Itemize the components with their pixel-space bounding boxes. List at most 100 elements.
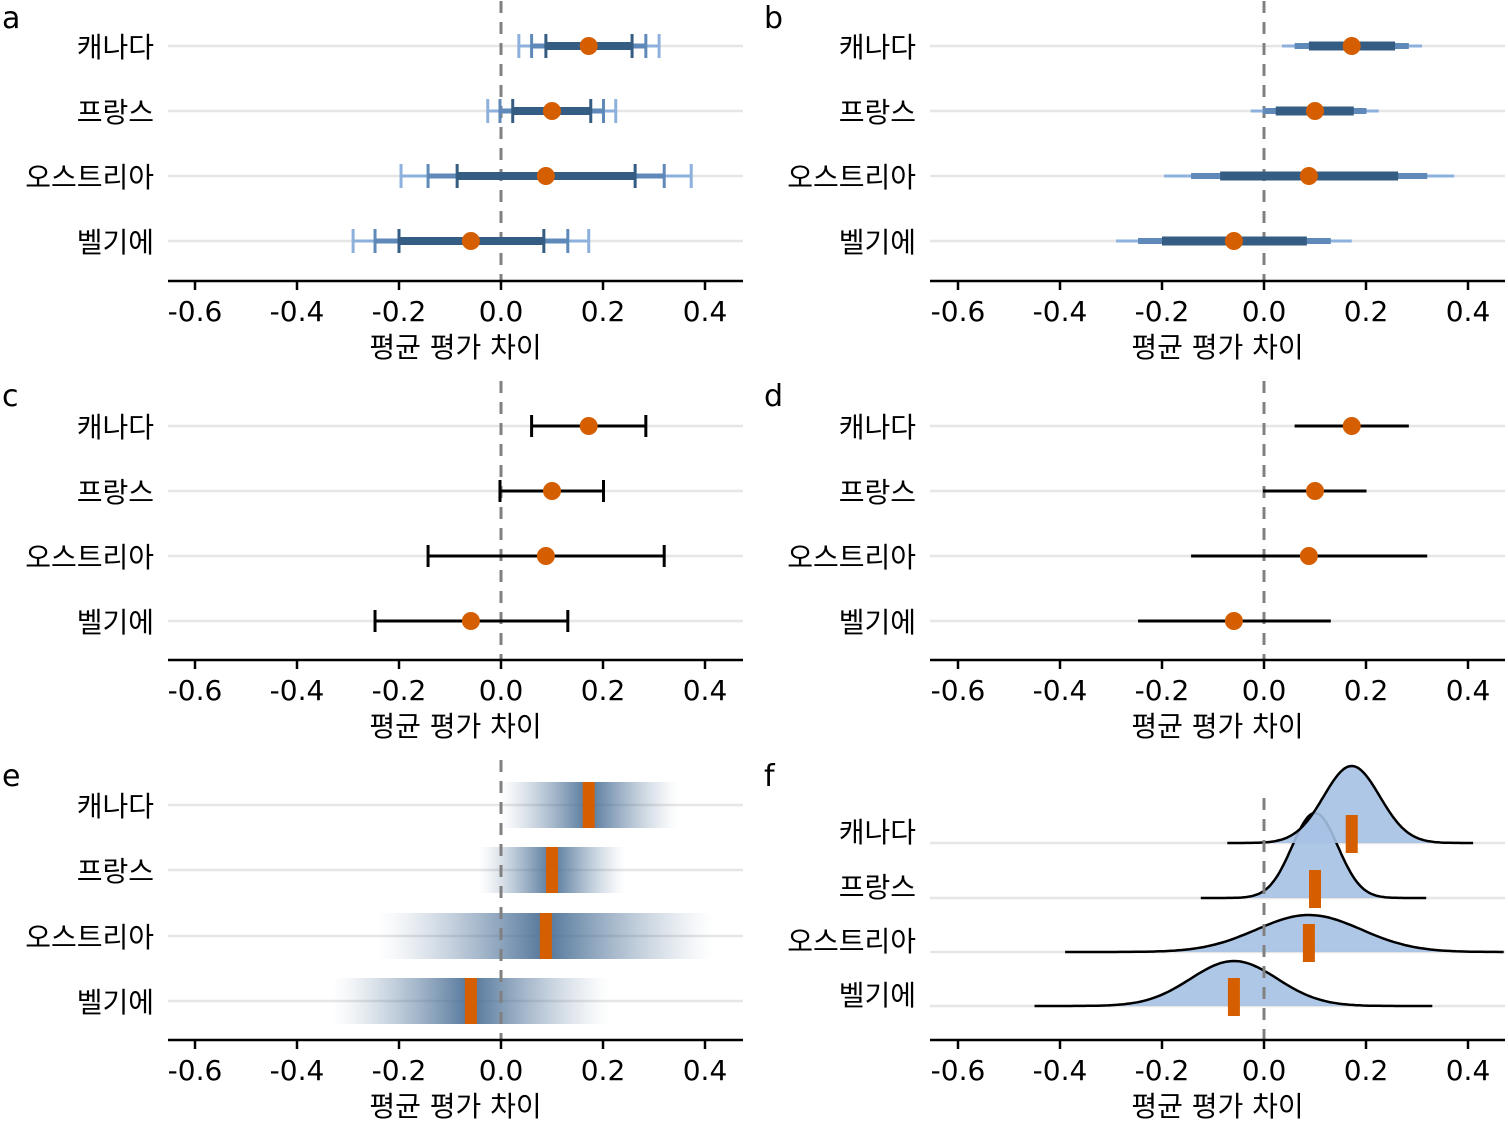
estimate-bar xyxy=(539,913,552,959)
row-label: 프랑스 xyxy=(839,871,916,904)
row-label: 오스트리아 xyxy=(787,925,916,958)
row-label: 프랑스 xyxy=(77,476,154,509)
x-tick-label: 0.4 xyxy=(1446,674,1491,707)
panel-letter: d xyxy=(764,379,783,414)
row-label: 캐나다 xyxy=(77,411,154,444)
row-label: 프랑스 xyxy=(77,855,154,888)
x-tick-label: -0.2 xyxy=(1135,1054,1190,1087)
estimate-point xyxy=(579,37,598,55)
estimate-point xyxy=(1342,37,1361,55)
x-tick-label: -0.4 xyxy=(1033,674,1088,707)
estimate-point xyxy=(536,167,555,185)
estimate-point xyxy=(536,547,555,565)
x-tick-label: 0.0 xyxy=(479,1054,524,1087)
row-label: 프랑스 xyxy=(839,476,916,509)
density-fill xyxy=(1200,813,1427,898)
row-label: 오스트리아 xyxy=(787,161,916,194)
estimate-point xyxy=(1299,167,1318,185)
row-label: 캐나다 xyxy=(839,816,916,849)
estimate-point xyxy=(1224,232,1243,250)
x-tick-label: -0.6 xyxy=(931,295,986,328)
row-label: 벨기에 xyxy=(77,986,154,1019)
density-outline xyxy=(1065,913,1504,954)
estimate-point xyxy=(1224,612,1243,630)
x-tick-label: 0.2 xyxy=(581,674,626,707)
density-outline xyxy=(1034,959,1433,1008)
x-tick-label: 0.2 xyxy=(1344,295,1389,328)
x-tick-label: -0.4 xyxy=(1033,1054,1088,1087)
estimate-bar xyxy=(1227,978,1240,1016)
estimate-bar xyxy=(1302,924,1315,962)
x-tick-label: -0.2 xyxy=(1135,674,1190,707)
x-tick-label: -0.2 xyxy=(1135,295,1190,328)
row-label: 벨기에 xyxy=(77,606,154,639)
estimate-bar xyxy=(546,847,558,893)
x-tick-label: -0.2 xyxy=(372,674,427,707)
row-label: 오스트리아 xyxy=(25,541,154,574)
x-tick-label: 0.0 xyxy=(479,674,524,707)
x-tick-label: -0.4 xyxy=(1033,295,1088,328)
estimate-bar xyxy=(464,978,477,1024)
x-tick-label: -0.6 xyxy=(931,674,986,707)
panel-letter: e xyxy=(2,759,20,794)
row-label: 오스트리아 xyxy=(25,921,154,954)
x-tick-label: 0.0 xyxy=(1242,674,1287,707)
density-outline xyxy=(1227,764,1474,845)
x-tick-label: -0.4 xyxy=(270,674,325,707)
x-axis-title: 평균 평가 차이 xyxy=(1131,331,1303,364)
row-label: 벨기에 xyxy=(77,226,154,259)
x-tick-label: -0.2 xyxy=(372,1054,427,1087)
x-axis-title: 평균 평가 차이 xyxy=(369,1090,541,1123)
x-tick-label: -0.4 xyxy=(270,1054,325,1087)
x-tick-label: 0.4 xyxy=(1446,295,1491,328)
row-label: 벨기에 xyxy=(839,226,916,259)
x-tick-label: 0.2 xyxy=(581,295,626,328)
x-tick-label: 0.0 xyxy=(1242,295,1287,328)
estimate-point xyxy=(579,417,598,435)
row-label: 오스트리아 xyxy=(25,161,154,194)
x-tick-label: 0.4 xyxy=(683,295,728,328)
density-fill xyxy=(1227,766,1474,843)
row-label: 벨기에 xyxy=(839,606,916,639)
x-tick-label: 0.0 xyxy=(1242,1054,1287,1087)
row-label: 프랑스 xyxy=(77,96,154,129)
estimate-bar xyxy=(582,782,595,828)
density-fill xyxy=(1065,915,1504,952)
x-tick-label: 0.0 xyxy=(479,295,524,328)
estimate-point xyxy=(1342,417,1361,435)
estimate-point xyxy=(461,612,480,630)
row-label: 캐나다 xyxy=(77,790,154,823)
panel-letter: b xyxy=(764,1,783,36)
row-label: 캐나다 xyxy=(839,411,916,444)
x-tick-label: -0.4 xyxy=(270,295,325,328)
panel-letter: a xyxy=(2,1,20,36)
estimate-point xyxy=(1306,102,1324,120)
panel-letter: f xyxy=(764,759,776,794)
row-label: 프랑스 xyxy=(839,96,916,129)
estimate-point xyxy=(543,482,561,500)
x-axis-title: 평균 평가 차이 xyxy=(1131,710,1303,743)
x-tick-label: -0.6 xyxy=(168,1054,223,1087)
x-tick-label: 0.2 xyxy=(581,1054,626,1087)
panel-letter: c xyxy=(2,379,19,414)
x-axis-title: 평균 평가 차이 xyxy=(369,331,541,364)
estimate-point xyxy=(1299,547,1318,565)
x-axis-title: 평균 평가 차이 xyxy=(369,710,541,743)
estimate-point xyxy=(1306,482,1324,500)
x-tick-label: -0.6 xyxy=(931,1054,986,1087)
x-tick-label: 0.2 xyxy=(1344,674,1389,707)
row-label: 캐나다 xyxy=(839,31,916,64)
estimate-bar xyxy=(1345,815,1358,853)
x-tick-label: -0.6 xyxy=(168,674,223,707)
row-label: 오스트리아 xyxy=(787,541,916,574)
row-label: 벨기에 xyxy=(839,979,916,1012)
x-tick-label: 0.4 xyxy=(683,1054,728,1087)
row-label: 캐나다 xyxy=(77,31,154,64)
